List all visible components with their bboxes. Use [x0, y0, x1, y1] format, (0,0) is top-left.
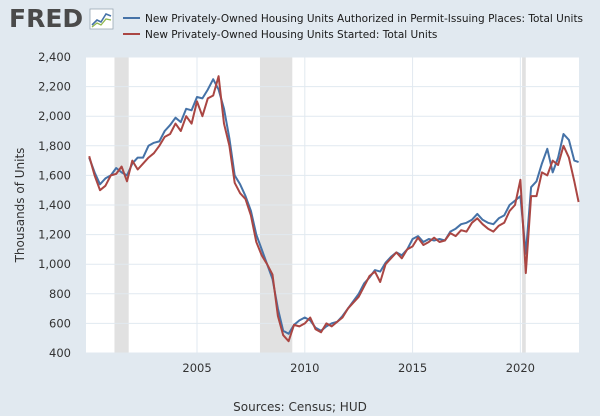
y-tick-label: 600 — [49, 316, 71, 330]
y-tick-label: 2,000 — [38, 109, 71, 123]
y-tick-label: 1,600 — [38, 168, 71, 182]
y-tick-label: 1,000 — [38, 257, 71, 271]
fred-logo-text: FRED — [9, 4, 83, 33]
series-line-starts — [88, 75, 580, 343]
y-tick-label: 800 — [49, 287, 71, 301]
y-tick-label: 2,200 — [38, 80, 71, 94]
legend-label-permits: New Privately-Owned Housing Units Author… — [145, 13, 583, 25]
x-axis-ticks: 2005 2010 2015 2020 — [182, 361, 535, 375]
fred-logo-graph-icon — [89, 8, 114, 30]
y-tick-label: 2,400 — [38, 50, 71, 64]
x-tick-label: 2005 — [182, 361, 211, 375]
series-line-permits — [88, 78, 579, 335]
x-tick-label: 2015 — [398, 361, 427, 375]
y-tick-label: 400 — [49, 346, 71, 360]
fred-logo: FRED — [9, 4, 114, 33]
y-tick-label: 1,400 — [38, 198, 71, 212]
y-tick-label: 1,200 — [38, 228, 71, 242]
legend-label-starts: New Privately-Owned Housing Units Starte… — [145, 29, 437, 41]
series-lines — [88, 75, 580, 343]
y-axis-ticks: 400 600 800 1,000 1,200 1,400 1,600 1,800 2,000 2… — [38, 50, 71, 360]
x-tick-label: 2020 — [506, 361, 535, 375]
x-tick-label: 2010 — [290, 361, 319, 375]
y-tick-label: 1,800 — [38, 139, 71, 153]
y-axis-title: Thousands of Units — [13, 148, 27, 264]
legend: New Privately-Owned Housing Units Author… — [123, 13, 583, 41]
source-note: Sources: Census; HUD — [233, 400, 367, 414]
